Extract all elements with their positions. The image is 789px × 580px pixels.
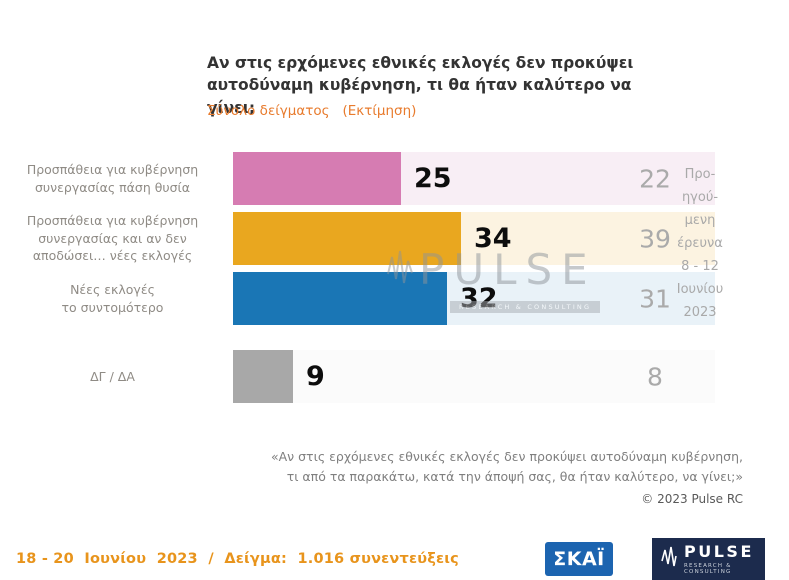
previous-value-label: 31 [639, 284, 671, 313]
bar-track: 9 8 [233, 350, 715, 403]
waveform-icon [661, 543, 677, 575]
chart-row: Προσπάθεια για κυβέρνηση συνεργασίας και… [0, 212, 789, 265]
bar [233, 152, 401, 205]
pulse-logo-text: PULSE [684, 541, 754, 561]
value-label: 25 [414, 163, 452, 194]
title-line-1: Αν στις ερχόμενες εθνικές εκλογές δεν πρ… [207, 54, 634, 72]
bar [233, 350, 293, 403]
chart-subtitle: Σύνολο δείγματος (Εκτίμηση) [207, 103, 417, 119]
skai-logo: ΣΚΑΪ [545, 542, 613, 576]
category-label: Προσπάθεια για κυβέρνηση συνεργασίας πάσ… [26, 161, 199, 195]
category-label: Προσπάθεια για κυβέρνηση συνεργασίας και… [26, 212, 199, 264]
bar-track: 32 31 [233, 272, 715, 325]
value-label: 34 [474, 223, 512, 254]
bar-track: 34 39 [233, 212, 715, 265]
chart-row: Προσπάθεια για κυβέρνηση συνεργασίας πάσ… [0, 152, 789, 205]
pulse-logo-subtext: RESEARCH & CONSULTING [684, 563, 732, 576]
footer-date-sample: 18 - 20 Ιουνίου 2023 / Δείγμα: 1.016 συν… [16, 551, 459, 567]
bar [233, 212, 461, 265]
bar-track: 25 22 [233, 152, 715, 205]
previous-value-label: 8 [647, 362, 663, 391]
chart-row: Νέες εκλογές το συντομότερο 32 31 [0, 272, 789, 325]
previous-value-label: 39 [639, 224, 671, 253]
previous-survey-note: Προ- ηγού- μενη έρευνα 8 - 12 Ιουνίου 20… [676, 167, 724, 320]
question-quote: «Αν στις ερχόμενες εθνικές εκλογές δεν π… [270, 449, 743, 484]
category-label: ΔΓ / ΔΑ [90, 368, 135, 384]
pulse-logo: PULSE RESEARCH & CONSULTING [652, 538, 765, 580]
title-line-2: αυτοδύναμη κυβέρνηση, τι θα ήταν καλύτερ… [207, 76, 632, 117]
value-label: 32 [460, 283, 498, 314]
value-label: 9 [306, 361, 325, 392]
previous-value-label: 22 [639, 164, 671, 193]
chart-row: ΔΓ / ΔΑ 9 8 [0, 350, 789, 403]
copyright: © 2023 Pulse RC [641, 492, 743, 506]
page-title: Αν στις ερχόμενες εθνικές εκλογές δεν πρ… [207, 52, 652, 119]
bar [233, 272, 447, 325]
category-label: Νέες εκλογές το συντομότερο [61, 281, 164, 315]
